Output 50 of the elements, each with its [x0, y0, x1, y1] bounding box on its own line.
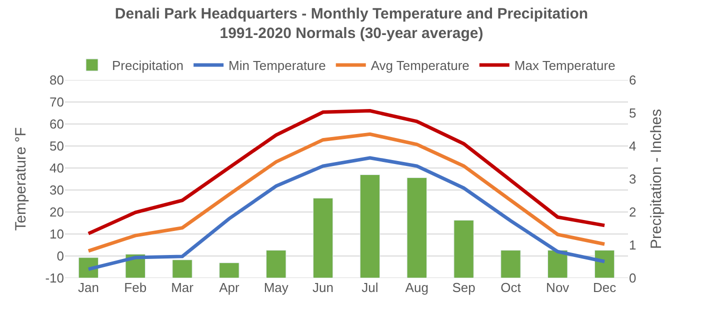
line-series	[86, 132, 606, 253]
bar	[266, 250, 286, 278]
x-tick-label: Sep	[452, 280, 476, 295]
y-axis-title: Temperature °F	[12, 127, 30, 231]
bar	[312, 198, 334, 278]
y2-tick-label: 0	[629, 270, 636, 286]
bar	[78, 257, 99, 278]
legend-label: Max Temperature	[514, 58, 616, 74]
legend-label: Avg Temperature	[370, 58, 470, 74]
y-tick-label: 20	[50, 204, 64, 220]
x-tick-label: Mar	[171, 280, 194, 295]
y-tick-label: 0	[56, 248, 64, 264]
x-tick-label: Nov	[546, 280, 570, 295]
y-tick-label: -10	[45, 270, 64, 286]
y2-tick-label: 4	[629, 138, 636, 154]
x-tick-label: Dec	[592, 280, 617, 295]
y-tick-label: 60	[50, 116, 64, 132]
x-tick-label: Apr	[219, 280, 240, 295]
y2-tick-label: 3	[629, 172, 636, 187]
y-tick-label: 80	[50, 72, 64, 88]
bar	[500, 250, 521, 278]
x-tick-label: Aug	[405, 280, 428, 295]
y-tick-label: 70	[50, 94, 64, 110]
x-tick-label: Jul	[362, 280, 378, 295]
y-tick-label: 40	[50, 160, 64, 176]
x-tick-label: Feb	[124, 280, 147, 295]
bar	[172, 260, 192, 278]
x-tick-label: Jun	[312, 280, 334, 295]
bar	[219, 262, 240, 278]
y-tick-label: 50	[50, 138, 64, 154]
y2-axis-title: Precipitation - Inches	[648, 108, 666, 250]
bar	[548, 250, 568, 278]
line-series	[86, 156, 606, 271]
legend-label: Min Temperature	[228, 58, 326, 74]
bar	[454, 220, 474, 278]
y2-tick-label: 5	[629, 106, 636, 121]
x-tick-label: Oct	[500, 280, 522, 295]
x-tick-label: May	[264, 280, 289, 295]
y-tick-label: 10	[50, 226, 64, 242]
bar	[360, 174, 380, 278]
line-series	[86, 109, 606, 236]
bar	[594, 250, 615, 278]
y2-tick-label: 6	[629, 72, 636, 88]
legend-label: Precipitation	[112, 58, 184, 74]
bar	[406, 177, 427, 278]
chart-title: Denali Park Headquarters - Monthly Temperature and Precipitation 1991-2020 Normals (30-year average)	[114, 6, 588, 42]
y2-tick-label: 2	[629, 204, 636, 220]
y2-tick-label: 1	[629, 238, 636, 253]
y-tick-label: 30	[50, 182, 64, 198]
x-tick-label: Jan	[78, 280, 99, 295]
